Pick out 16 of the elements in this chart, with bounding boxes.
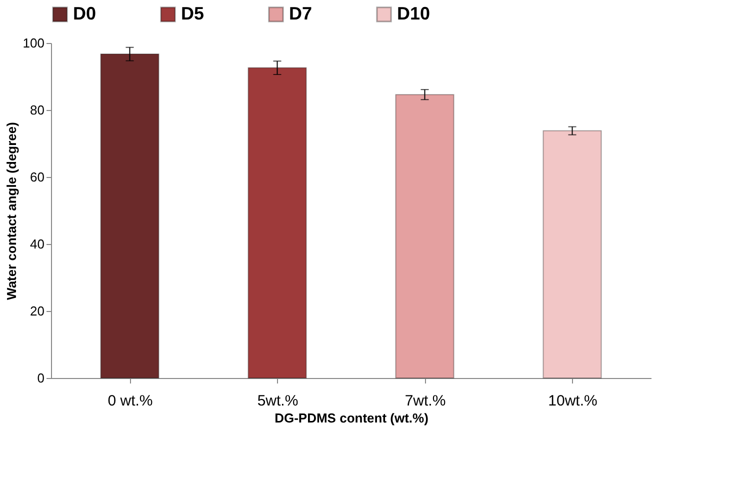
- legend-label: D0: [73, 3, 96, 24]
- y-tick-label: 60: [30, 170, 44, 184]
- y-axis-title: Water contact angle (degree): [4, 122, 19, 300]
- x-tick-label: 7wt.%: [404, 392, 446, 410]
- x-axis-title: DG-PDMS content (wt.%): [274, 410, 428, 426]
- y-tick-label: 100: [22, 36, 44, 50]
- legend-label: D10: [397, 3, 430, 24]
- legend-label: D7: [289, 3, 312, 24]
- y-tick-label: 40: [30, 236, 44, 252]
- y-tick-label: 80: [30, 102, 44, 118]
- legend-label: D5: [181, 3, 204, 24]
- x-tick-label: 0 wt.%: [108, 392, 153, 410]
- x-tick-label: 5wt.%: [257, 392, 298, 410]
- y-tick-label: 0: [37, 370, 44, 386]
- y-tick-label: 20: [30, 304, 44, 318]
- x-tick-label: 10wt.%: [548, 392, 598, 410]
